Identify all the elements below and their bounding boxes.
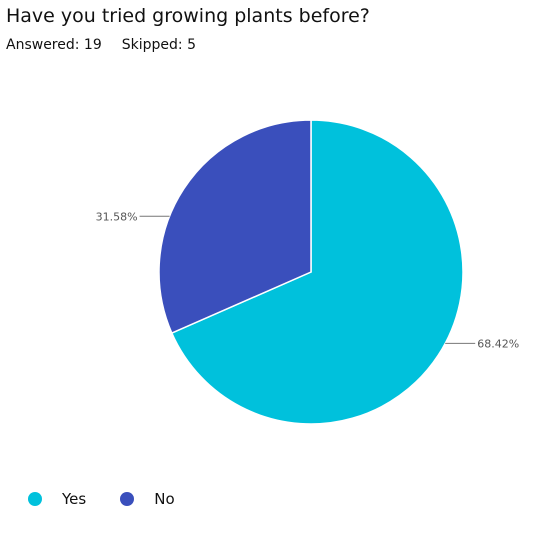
question-title: Have you tried growing plants before? — [6, 5, 370, 27]
legend-swatch-no — [120, 492, 135, 506]
pie-chart: 68.42% 31.58% — [96, 119, 519, 425]
data-label-no: 31.58% — [96, 210, 138, 223]
legend-label-no: No — [154, 490, 175, 508]
response-stats: Answered: 19 Skipped: 5 — [6, 36, 196, 54]
answered-count: Answered: 19 — [6, 37, 102, 53]
legend-item-yes[interactable]: Yes — [28, 490, 86, 508]
chart-legend: Yes No — [28, 490, 209, 508]
legend-swatch-yes — [28, 492, 42, 506]
legend-label-yes: Yes — [62, 490, 87, 508]
pie-slice-no[interactable] — [158, 119, 312, 335]
legend-item-no[interactable]: No — [120, 490, 175, 508]
pie-slice-yes[interactable] — [170, 119, 464, 425]
data-label-yes: 68.42% — [477, 337, 519, 350]
skipped-count: Skipped: 5 — [121, 37, 196, 53]
